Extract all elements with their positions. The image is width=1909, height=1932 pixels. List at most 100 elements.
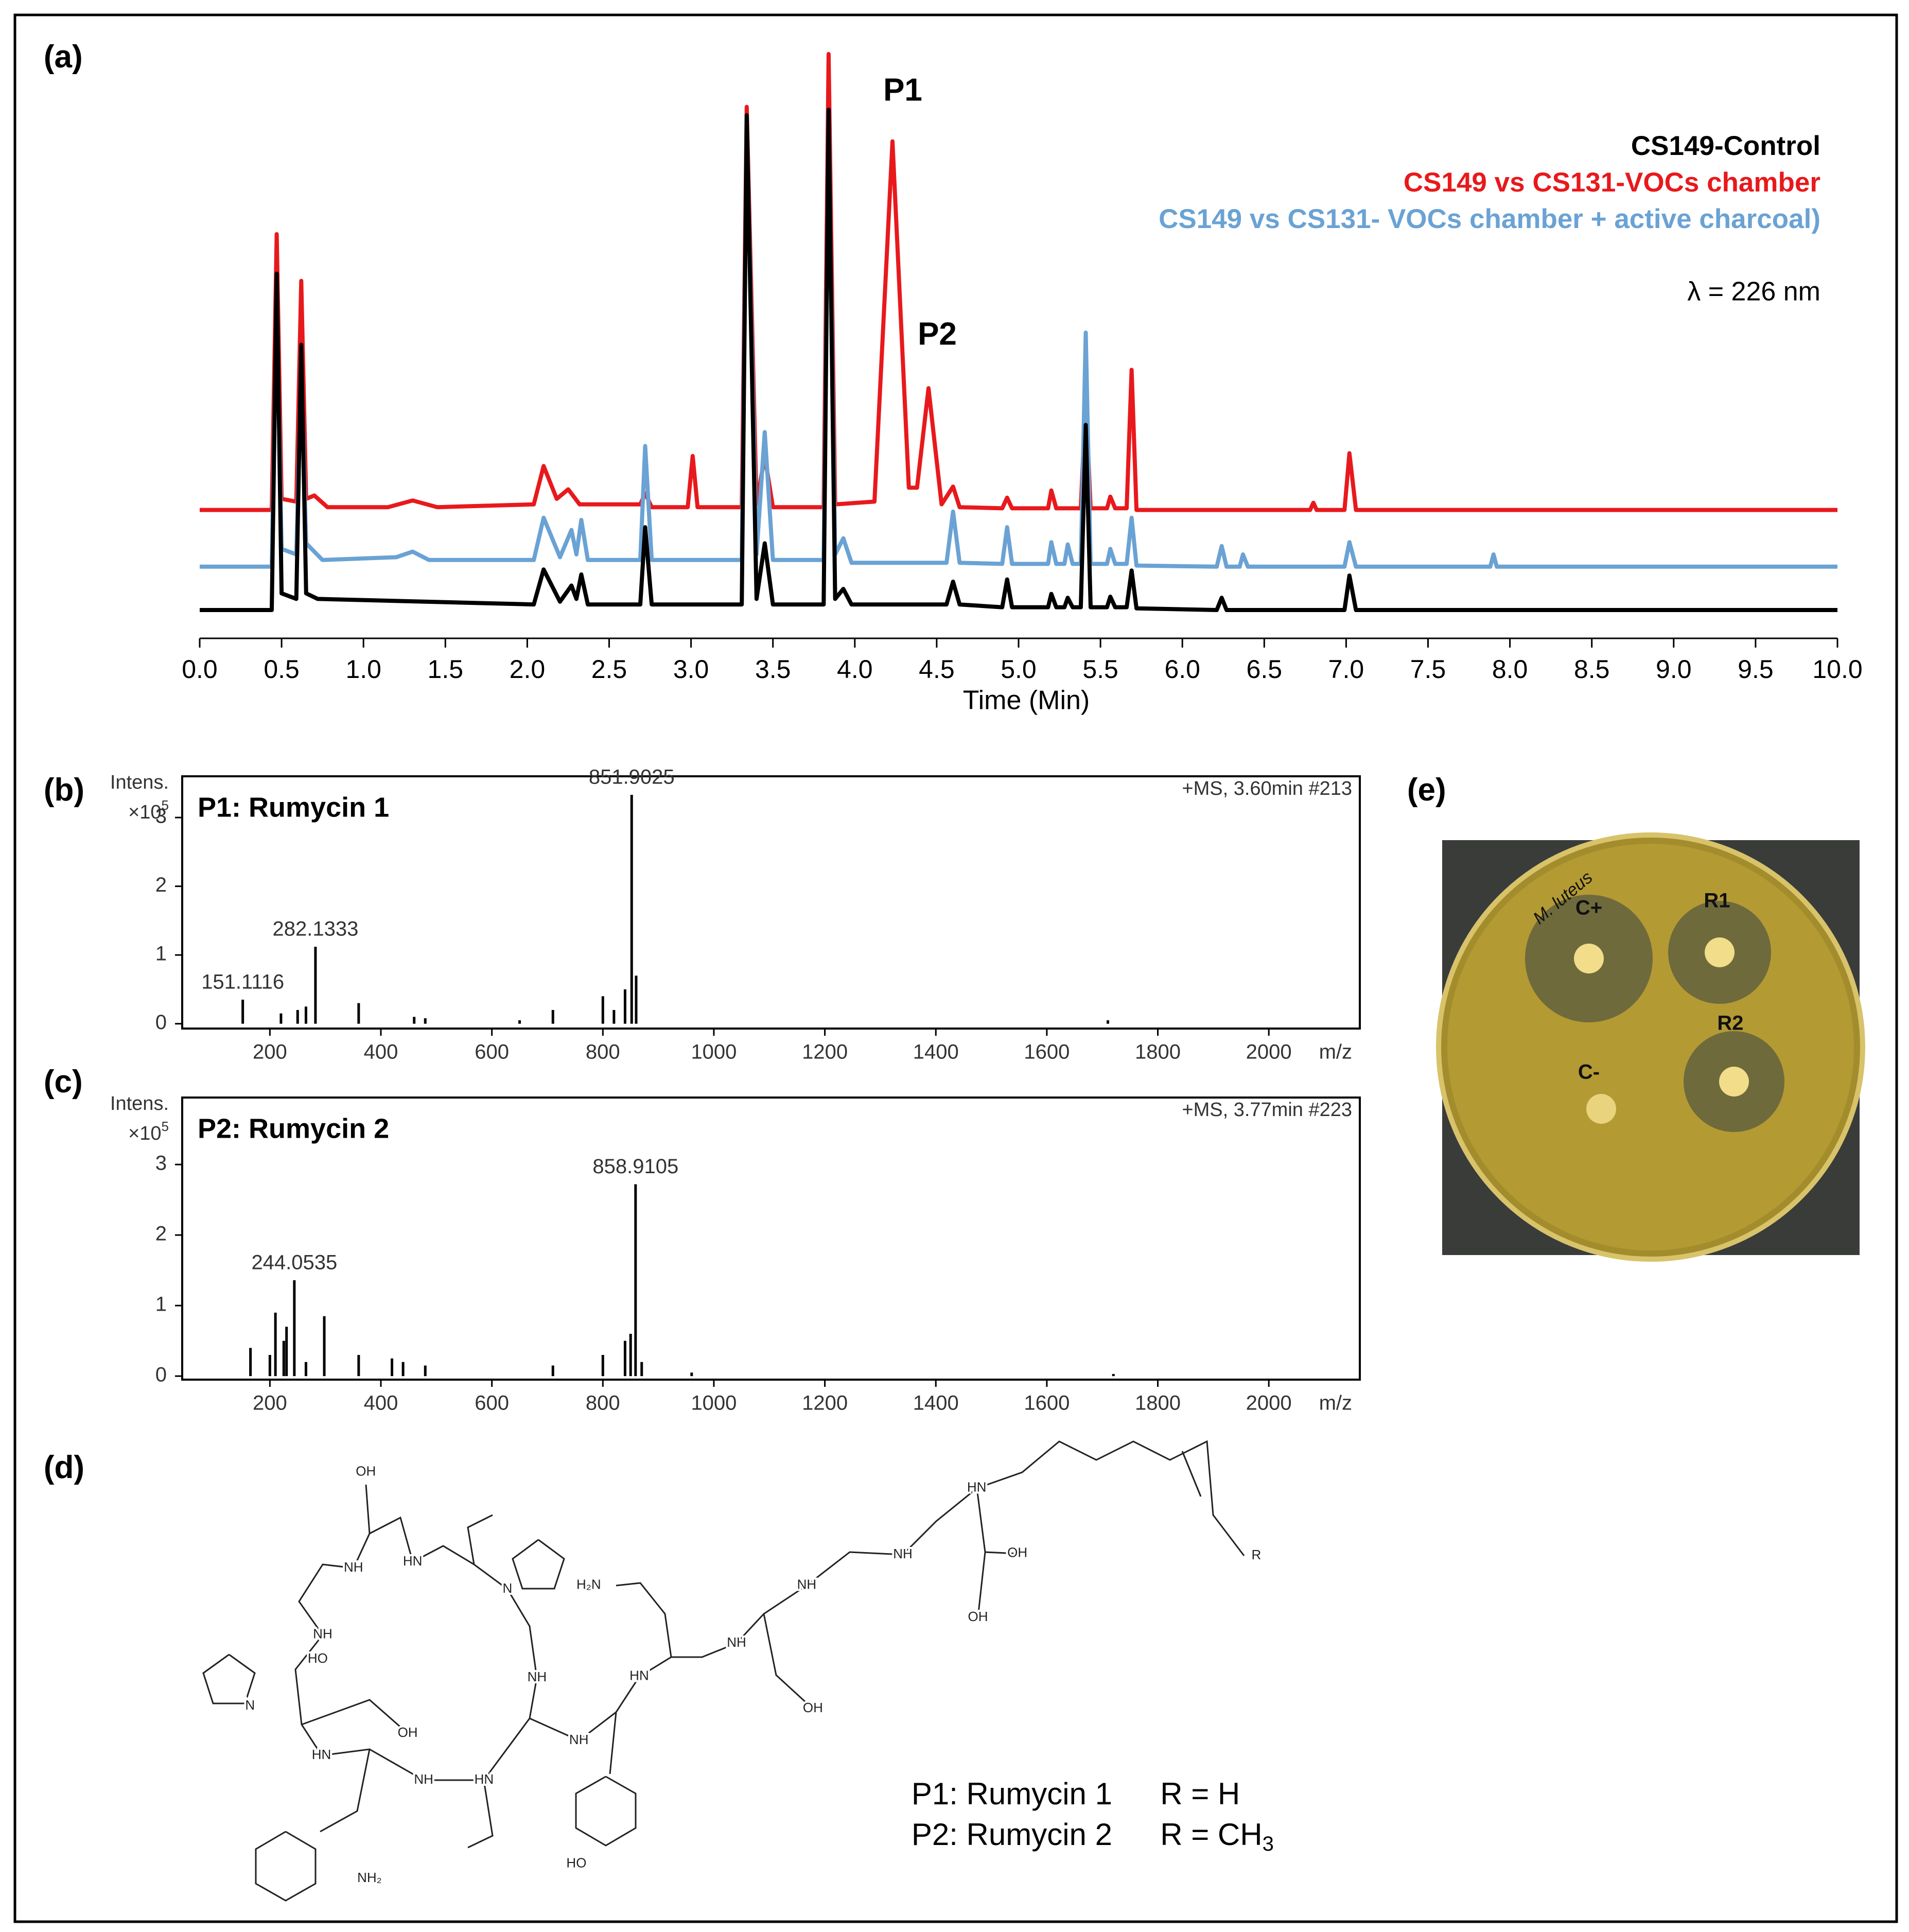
trace [200, 108, 1837, 569]
x-axis-title: m/z [1319, 1041, 1352, 1064]
x-tick-label: 600 [475, 1392, 509, 1415]
annotation: λ = 226 nm [1687, 277, 1820, 307]
compound-name: P1: Rumycin 1 [912, 1777, 1112, 1811]
spectrum-info: +MS, 3.77min #223 [1182, 1099, 1352, 1121]
bond [298, 1440, 1245, 1742]
x-tick-label: 1800 [1135, 1392, 1181, 1415]
plate-label: C+ [1575, 897, 1602, 919]
atom-label: NH [414, 1771, 433, 1787]
atom-label: HN [312, 1747, 331, 1762]
peak-label: 858.9105 [592, 1155, 678, 1178]
plot-frame [181, 1096, 1361, 1381]
bond [763, 1613, 814, 1710]
x-tick-label: 3.5 [755, 655, 791, 684]
x-tick-label: 3.0 [673, 655, 709, 684]
y-axis-scale: ×105 [128, 1119, 169, 1144]
atom-label: N [503, 1580, 513, 1596]
x-axis-title: m/z [1319, 1392, 1352, 1415]
x-tick-label: 800 [586, 1041, 620, 1064]
bond [202, 1653, 256, 1704]
bond [365, 1484, 371, 1534]
peak-label: 244.0535 [251, 1251, 337, 1274]
x-tick-label: 0.0 [182, 655, 218, 684]
atom-label: OH [1007, 1544, 1027, 1560]
x-tick-label: 2000 [1246, 1392, 1292, 1415]
x-tick-label: 6.5 [1247, 655, 1283, 684]
x-tick-label: 4.5 [919, 655, 955, 684]
disc [1574, 944, 1604, 973]
x-tick-label: 9.0 [1656, 655, 1692, 684]
x-tick-label: 1400 [913, 1392, 959, 1415]
panel-label: (a) [44, 39, 83, 75]
atom-label: OH [968, 1609, 988, 1624]
r-group-subscript: 3 [1263, 1833, 1274, 1855]
x-tick-label: 400 [364, 1041, 398, 1064]
x-tick-label: 600 [475, 1041, 509, 1064]
plate-label: R2 [1717, 1012, 1743, 1035]
disc [1719, 1067, 1749, 1096]
y-tick-label: 0 [155, 1364, 167, 1386]
x-tick-label: 1600 [1024, 1041, 1070, 1064]
atom-label: HO [566, 1855, 586, 1870]
x-tick-label: 9.5 [1738, 655, 1774, 684]
x-axis-title: Time (Min) [963, 686, 1090, 716]
atom-label: NH₂ [357, 1870, 382, 1885]
atom-label: H₂N [576, 1577, 601, 1592]
atom-label: HN [967, 1480, 987, 1495]
bond [467, 1780, 494, 1849]
x-tick-label: 200 [253, 1392, 287, 1415]
x-tick-label: 1200 [802, 1392, 848, 1415]
y-tick-label: 0 [155, 1011, 167, 1034]
x-tick-label: 400 [364, 1392, 398, 1415]
y-tick-label: 2 [155, 1223, 167, 1245]
panel-label: (d) [44, 1450, 84, 1485]
x-tick-label: 8.5 [1574, 655, 1610, 684]
bond [512, 1539, 565, 1590]
bond [255, 1831, 317, 1902]
peak-label: 151.1116 [201, 970, 284, 993]
y-tick-label: 2 [155, 874, 167, 896]
y-scale-base: ×10 [128, 1123, 161, 1144]
x-tick-label: 1000 [691, 1392, 737, 1415]
plate-agar [1447, 844, 1854, 1250]
atom-label: HN [403, 1553, 423, 1569]
x-tick-label: 4.0 [837, 655, 873, 684]
y-scale-exponent: 5 [162, 1119, 169, 1134]
x-tick-label: 5.5 [1082, 655, 1118, 684]
r-group: R = CH3 [1160, 1817, 1274, 1855]
x-tick-label: 8.0 [1492, 655, 1528, 684]
bond [976, 1488, 1018, 1555]
panel-label: (b) [44, 772, 84, 808]
atom-label: OH [398, 1725, 418, 1740]
plot-frame [181, 775, 1361, 1030]
x-tick-label: 1400 [913, 1041, 959, 1064]
atom-label: HN [475, 1771, 494, 1787]
y-scale-exponent: 5 [162, 797, 169, 813]
atom-label: NH [313, 1626, 332, 1641]
x-tick-label: 1000 [691, 1041, 737, 1064]
trace [200, 52, 1837, 512]
x-tick-label: 2.0 [510, 655, 546, 684]
atom-label: NH [797, 1577, 817, 1592]
disc [1586, 1094, 1616, 1124]
bond [616, 1582, 672, 1658]
structure-drawing [202, 1440, 1245, 1902]
atom-label: NH [528, 1669, 547, 1684]
disc [1705, 937, 1735, 967]
bond [320, 1749, 371, 1833]
y-axis-scale: ×105 [128, 797, 169, 823]
x-tick-label: 200 [253, 1041, 287, 1064]
x-tick-label: 7.0 [1328, 655, 1364, 684]
atom-label: N [245, 1697, 255, 1713]
legend-entry: CS149 vs CS131-VOCs chamber [1404, 167, 1820, 198]
x-tick-label: 1.0 [345, 655, 381, 684]
peak-label: 851.9025 [589, 766, 675, 789]
r-group-text: R = H [1160, 1777, 1240, 1811]
atom-label: NH [893, 1546, 913, 1561]
x-tick-label: 2000 [1246, 1041, 1292, 1064]
x-tick-label: 2.5 [591, 655, 627, 684]
atom-label: HN [629, 1668, 649, 1683]
y-tick-label: 3 [155, 1152, 167, 1175]
plate-label: R1 [1704, 890, 1730, 912]
